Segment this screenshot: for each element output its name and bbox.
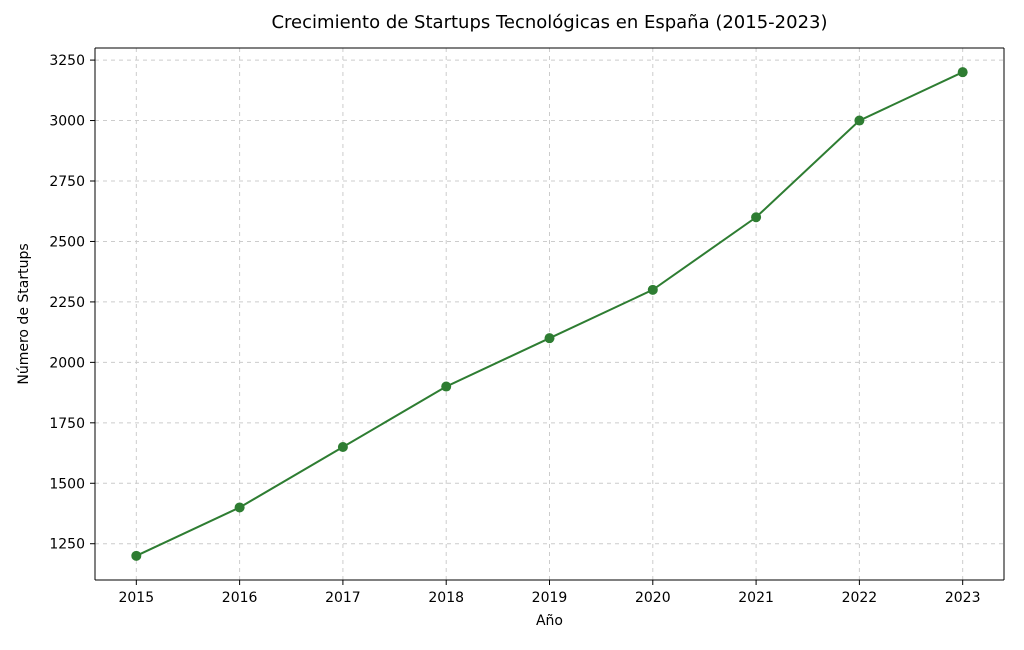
data-point (854, 116, 864, 126)
data-point (131, 551, 141, 561)
x-tick-label: 2023 (945, 590, 981, 606)
data-point (235, 502, 245, 512)
y-tick-label: 2750 (49, 174, 85, 190)
x-tick-label: 2018 (428, 590, 464, 606)
data-point (648, 285, 658, 295)
chart-container: Crecimiento de Startups Tecnológicas en … (0, 0, 1024, 650)
y-tick-label: 2000 (49, 355, 85, 371)
y-tick-label: 2250 (49, 295, 85, 311)
x-tick-label: 2016 (222, 590, 258, 606)
data-point (958, 67, 968, 77)
data-point (545, 333, 555, 343)
x-tick-label: 2020 (635, 590, 671, 606)
y-tick-label: 3250 (49, 53, 85, 69)
data-point (441, 382, 451, 392)
x-tick-label: 2017 (325, 590, 361, 606)
y-axis-label: Número de Startups (16, 243, 32, 384)
y-tick-label: 1500 (49, 476, 85, 492)
y-tick-label: 1750 (49, 416, 85, 432)
y-tick-label: 1250 (49, 537, 85, 553)
chart-title: Crecimiento de Startups Tecnológicas en … (271, 12, 827, 33)
y-tick-label: 3000 (49, 114, 85, 130)
x-tick-label: 2015 (118, 590, 154, 606)
line-chart: Crecimiento de Startups Tecnológicas en … (0, 0, 1024, 650)
data-point (751, 212, 761, 222)
x-tick-label: 2022 (842, 590, 878, 606)
x-tick-label: 2019 (532, 590, 568, 606)
data-point (338, 442, 348, 452)
x-tick-label: 2021 (738, 590, 774, 606)
x-axis-label: Año (536, 613, 563, 629)
y-tick-label: 2500 (49, 234, 85, 250)
